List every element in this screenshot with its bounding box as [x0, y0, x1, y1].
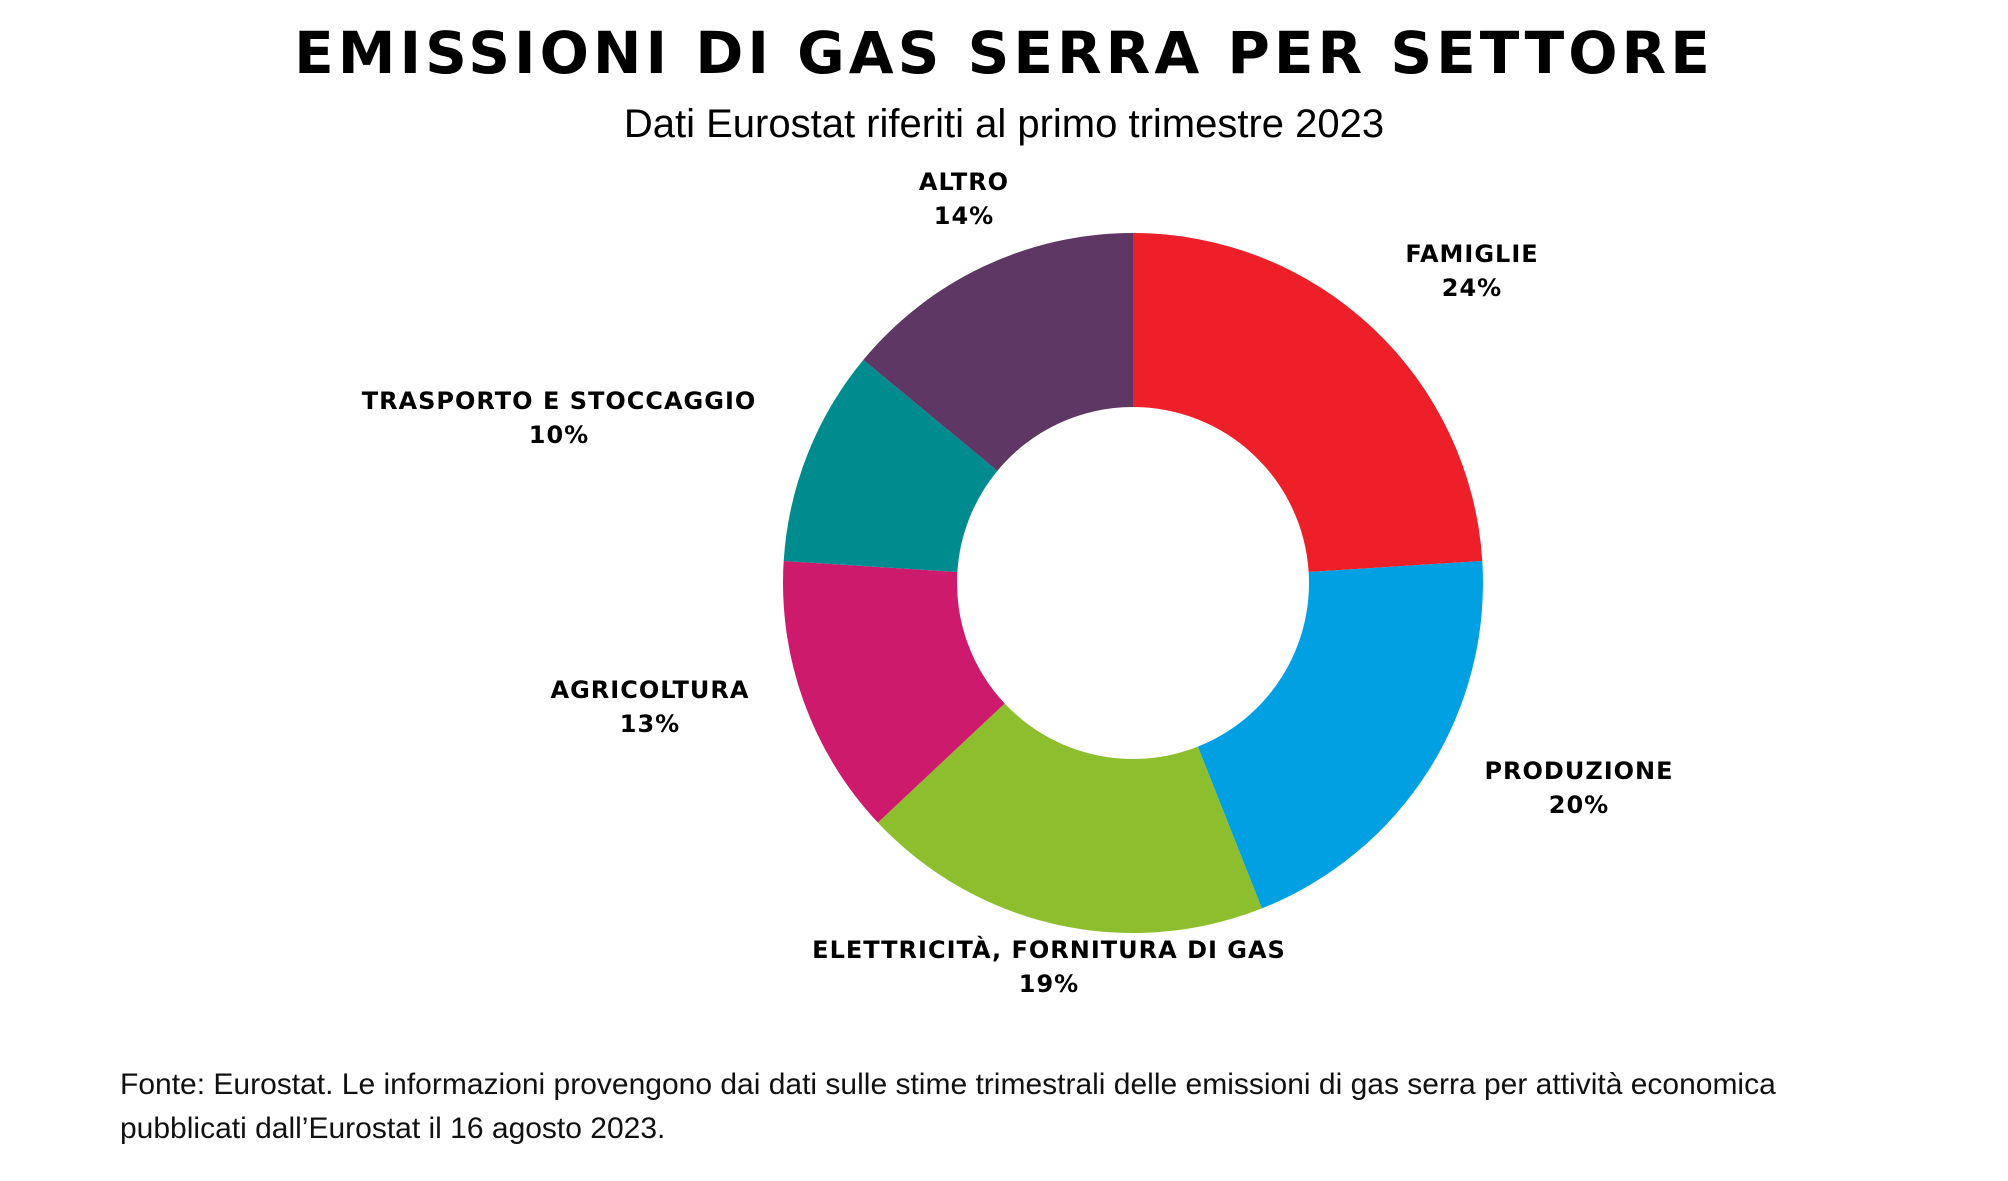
slice-label-agricoltura: AGRICOLTURA — [551, 676, 750, 704]
slice-label-altro: ALTRO — [919, 168, 1009, 196]
slice-label-famiglie: FAMIGLIE — [1405, 240, 1538, 268]
slice-elettricita-fornitura-di-gas — [877, 703, 1262, 933]
slice-produzione — [1197, 561, 1483, 909]
slice-value-elettricita-fornitura-di-gas: 19% — [1019, 970, 1079, 998]
slice-value-agricoltura: 13% — [620, 710, 680, 738]
source-footnote: Fonte: Eurostat. Le informazioni proveng… — [120, 1063, 1940, 1151]
slice-trasporto-e-stoccaggio — [783, 359, 998, 572]
slice-value-trasporto-e-stoccaggio: 10% — [529, 421, 589, 449]
chart-subtitle: Dati Eurostat riferiti al primo trimestr… — [623, 102, 1385, 146]
slice-altro — [863, 233, 1133, 471]
slice-famiglie — [1133, 233, 1483, 572]
slice-value-famiglie: 24% — [1442, 274, 1502, 302]
slice-label-trasporto-e-stoccaggio: TRASPORTO E STOCCAGGIO — [362, 387, 757, 415]
slice-value-altro: 14% — [934, 202, 994, 230]
slice-label-produzione: PRODUZIONE — [1484, 757, 1673, 785]
footnote-line-2: pubblicati dall’Eurostat il 16 agosto 20… — [120, 1112, 666, 1145]
chart-title: Emissioni di gas serra per settore — [294, 19, 1714, 87]
slice-labels: FAMIGLIE 24% PRODUZIONE 20% ELETTRICITÀ, FOR… — [362, 168, 1673, 998]
slice-value-produzione: 20% — [1549, 791, 1609, 819]
slice-label-elettricita-fornitura-di-gas: ELETTRICITÀ, FORNITURA DI GAS — [812, 935, 1286, 964]
footnote-line-1: Fonte: Eurostat. Le informazioni proveng… — [120, 1068, 1776, 1101]
slice-agricoltura — [783, 561, 1005, 823]
donut-slices — [783, 233, 1483, 933]
